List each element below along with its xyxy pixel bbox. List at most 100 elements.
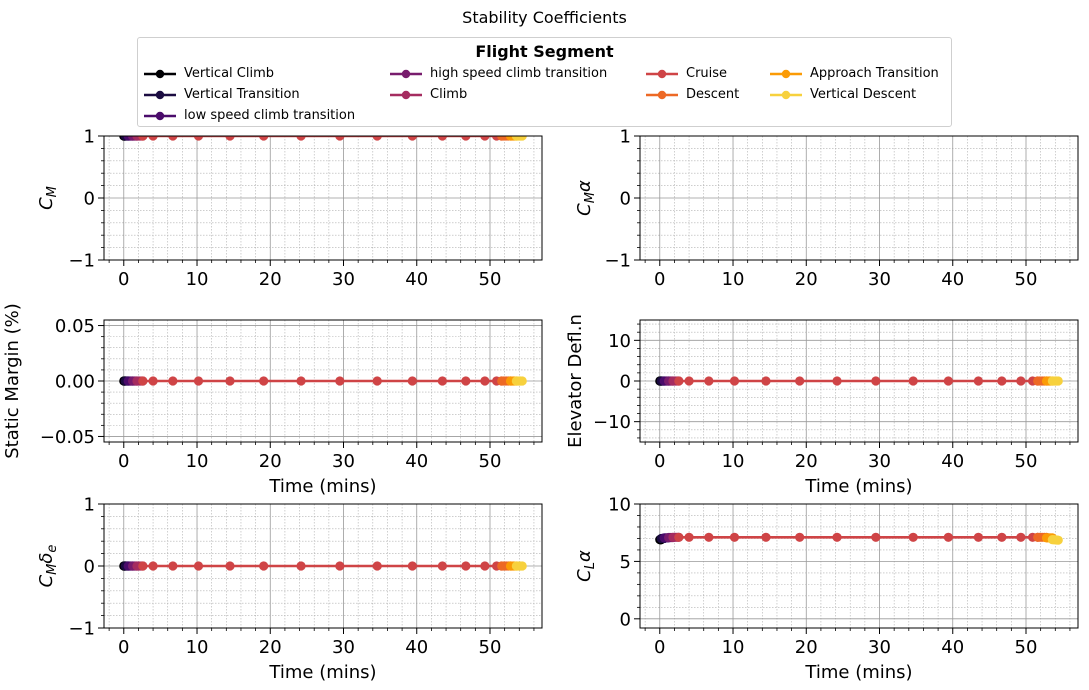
figure-title: Stability Coefficients <box>462 8 627 27</box>
x-tick-label: 20 <box>259 451 282 472</box>
x-tick-label: 40 <box>405 269 428 290</box>
legend-marker-icon <box>770 90 802 100</box>
data-point <box>168 376 178 386</box>
y-axis-label: CMα <box>574 180 598 216</box>
legend-label: Vertical Climb <box>184 66 275 81</box>
x-tick-label: 0 <box>654 451 665 472</box>
y-tick-label: 0.05 <box>55 316 95 337</box>
x-tick-label: 20 <box>795 451 818 472</box>
y-tick-label: −1 <box>604 251 631 272</box>
data-point <box>461 376 471 386</box>
y-axis-label: CMδe <box>36 545 60 588</box>
data-point <box>168 561 178 571</box>
data-point <box>138 136 148 141</box>
y-tick-label: 0 <box>620 372 631 393</box>
legend-label: Descent <box>686 87 740 102</box>
data-point <box>480 561 490 571</box>
legend: Flight Segment Vertical Climb Vertical Tr… <box>137 37 952 127</box>
y-tick-label: −10 <box>593 412 631 433</box>
data-point <box>461 136 471 141</box>
data-point <box>1016 376 1026 386</box>
y-tick-label: 0 <box>84 557 95 578</box>
y-tick-label: 0.00 <box>55 372 95 393</box>
data-point <box>407 136 417 141</box>
data-point <box>684 532 694 542</box>
legend-marker-icon <box>646 90 678 100</box>
data-point <box>437 136 447 141</box>
y-tick-label: 10 <box>608 495 631 516</box>
legend-title: Flight Segment <box>475 42 614 61</box>
x-tick-label: 0 <box>118 637 129 658</box>
x-tick-label: 50 <box>1015 637 1038 658</box>
y-tick-label: 1 <box>620 127 631 148</box>
y-tick-label: 10 <box>608 331 631 352</box>
subplot-elevator_defl: 0 10 20 30 40 50 −10 0 10 Elevator Defl.n Time (mi… <box>565 314 1079 497</box>
y-tick-label: −1 <box>68 251 95 272</box>
x-tick-label: 10 <box>722 451 745 472</box>
data-point <box>1053 535 1063 545</box>
y-axis-label: Static Margin (%) <box>2 303 23 459</box>
x-tick-label: 50 <box>479 451 502 472</box>
axes-frame <box>103 135 543 261</box>
series-lines <box>119 561 527 571</box>
x-axis-label: Time (mins) <box>804 476 912 497</box>
x-tick-label: 50 <box>479 269 502 290</box>
data-point <box>225 376 235 386</box>
data-point <box>461 561 471 571</box>
x-tick-label: 40 <box>405 451 428 472</box>
data-point <box>908 376 918 386</box>
y-tick-label: 1 <box>84 127 95 148</box>
legend-marker-icon <box>390 69 422 79</box>
x-tick-label: 0 <box>654 637 665 658</box>
data-point <box>193 376 204 386</box>
subplot-cm_delta_e: 0 10 20 30 40 50 −1 0 1 CMδe Time (mins) <box>36 495 543 683</box>
legend-label: low speed climb transition <box>184 108 356 123</box>
y-axis-label: Elevator Defl.n <box>565 314 586 448</box>
x-tick-label: 30 <box>868 451 891 472</box>
x-tick-label: 0 <box>118 451 129 472</box>
x-tick-label: 10 <box>722 269 745 290</box>
data-point <box>1016 532 1026 542</box>
data-point <box>296 561 306 571</box>
data-point <box>1053 376 1063 386</box>
data-point <box>973 532 983 542</box>
legend-label: Cruise <box>686 66 728 81</box>
data-point <box>832 532 842 542</box>
data-point <box>259 376 269 386</box>
data-point <box>674 376 684 386</box>
data-point <box>674 532 684 542</box>
x-tick-label: 10 <box>186 637 209 658</box>
axes-frame <box>103 503 543 629</box>
axes-frame <box>639 503 1079 629</box>
subplot-cm_alpha: 0 10 20 30 40 50 −1 0 1 CMα <box>574 127 1079 290</box>
data-point <box>761 376 771 386</box>
data-point <box>437 376 447 386</box>
data-point <box>335 136 345 141</box>
x-tick-label: 30 <box>332 269 355 290</box>
x-tick-label: 0 <box>654 269 665 290</box>
legend-marker-icon <box>770 69 802 79</box>
legend-label: Vertical Descent <box>810 87 917 102</box>
x-tick-label: 30 <box>868 269 891 290</box>
data-point <box>296 136 306 141</box>
x-tick-label: 10 <box>186 269 209 290</box>
x-tick-label: 10 <box>722 637 745 658</box>
data-point <box>372 136 382 141</box>
y-tick-label: 0 <box>84 189 95 210</box>
subplot-static_margin: 0 10 20 30 40 50 −0.05 0.00 0.05 Static Margin (%… <box>2 303 543 497</box>
x-axis-label: Time (mins) <box>804 662 912 683</box>
x-tick-label: 50 <box>1015 451 1038 472</box>
legend-marker-icon <box>646 69 678 79</box>
data-point <box>335 561 345 571</box>
data-point <box>684 376 694 386</box>
data-point <box>480 376 490 386</box>
data-point <box>704 376 714 386</box>
data-point <box>871 532 881 542</box>
x-tick-label: 10 <box>186 451 209 472</box>
y-axis-label: CLα <box>574 550 598 582</box>
data-point <box>148 561 158 571</box>
data-point <box>517 376 527 386</box>
data-point <box>193 136 204 141</box>
legend-marker-icon <box>390 90 422 100</box>
x-tick-label: 40 <box>941 451 964 472</box>
